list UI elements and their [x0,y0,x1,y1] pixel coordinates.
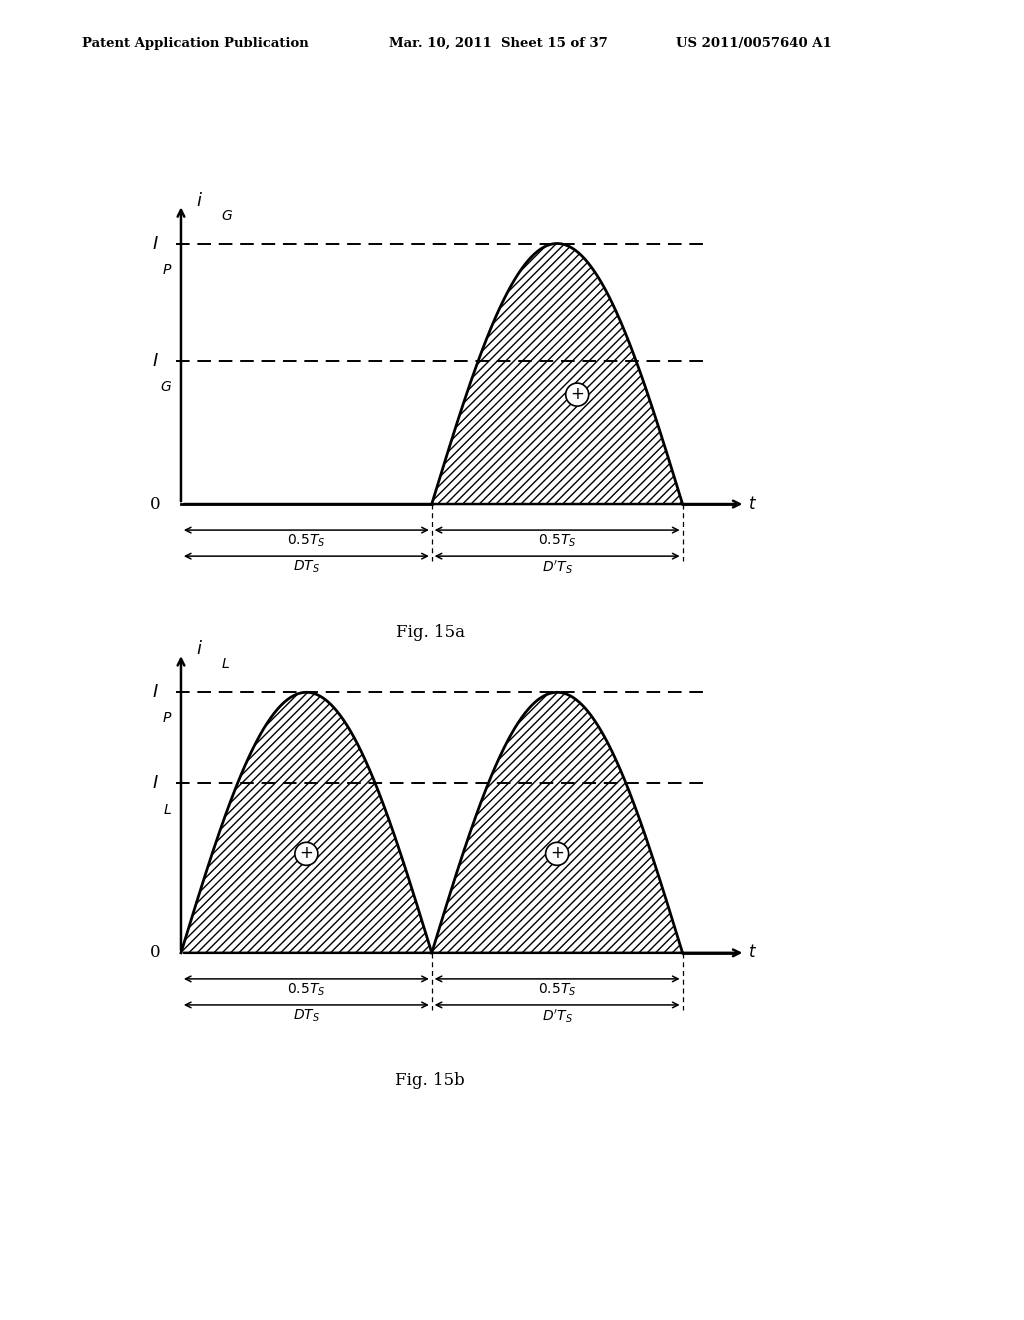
Text: Fig. 15a: Fig. 15a [395,624,465,642]
Text: $P$: $P$ [162,711,172,726]
Text: $D'T_S$: $D'T_S$ [542,1007,572,1026]
Text: $+$: $+$ [570,387,585,403]
Text: $t$: $t$ [748,495,757,512]
Text: $G$: $G$ [221,209,233,223]
Text: Mar. 10, 2011  Sheet 15 of 37: Mar. 10, 2011 Sheet 15 of 37 [389,37,608,50]
Text: $DT_S$: $DT_S$ [293,558,319,576]
Text: $DT_S$: $DT_S$ [293,1007,319,1024]
Text: $t$: $t$ [748,944,757,961]
Text: US 2011/0057640 A1: US 2011/0057640 A1 [676,37,831,50]
Text: $0.5T_S$: $0.5T_S$ [538,533,577,549]
Text: $+$: $+$ [299,845,313,862]
Text: $I$: $I$ [152,684,159,701]
Text: $L$: $L$ [221,657,230,672]
Text: $+$: $+$ [550,845,564,862]
Text: $0.5T_S$: $0.5T_S$ [538,982,577,998]
Text: Patent Application Publication: Patent Application Publication [82,37,308,50]
Text: $0.5T_S$: $0.5T_S$ [287,533,326,549]
Text: $i$: $i$ [196,191,203,210]
Text: $i$: $i$ [196,640,203,659]
Text: 0: 0 [151,944,161,961]
Text: $P$: $P$ [162,263,172,277]
Text: $G$: $G$ [160,380,172,393]
Text: $0.5T_S$: $0.5T_S$ [287,982,326,998]
Text: $I$: $I$ [152,775,159,792]
Text: 0: 0 [151,495,161,512]
Text: Fig. 15b: Fig. 15b [395,1072,465,1089]
Text: $I$: $I$ [152,351,159,370]
Text: $L$: $L$ [163,803,172,817]
Text: $I$: $I$ [152,235,159,252]
Text: $D'T_S$: $D'T_S$ [542,558,572,577]
